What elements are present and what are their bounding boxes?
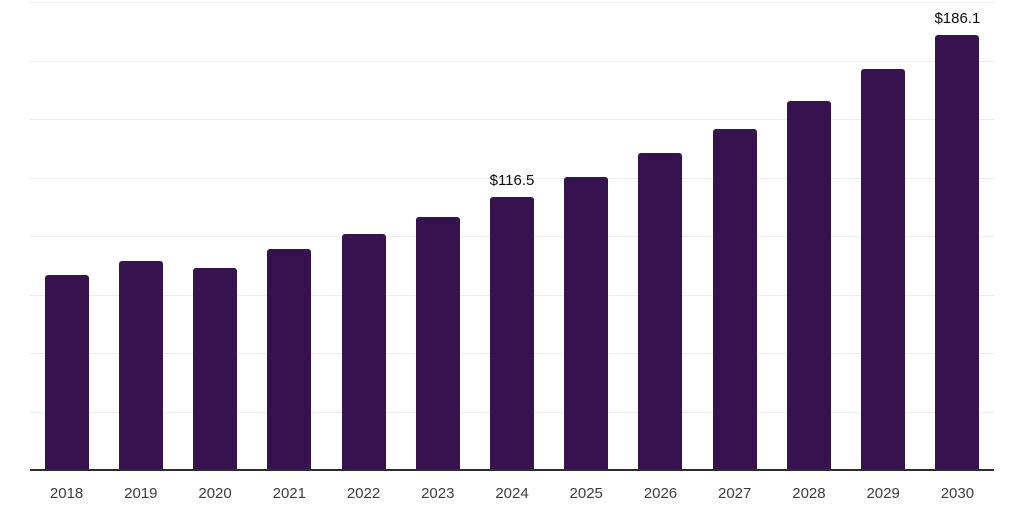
x-tick-2021: 2021: [272, 485, 306, 502]
x-tick-2023: 2023: [421, 485, 455, 502]
gridline-175: [30, 60, 994, 62]
bar-2024: [490, 197, 534, 470]
gridline-150: [30, 119, 994, 120]
x-tick-2027: 2027: [718, 485, 752, 502]
bar-2023: [415, 217, 460, 470]
bar-2018: [44, 275, 89, 470]
bar-2026: [638, 153, 683, 470]
x-tick-2028: 2028: [792, 485, 826, 502]
bar-2019: [118, 261, 163, 470]
bar-2020: [193, 268, 238, 470]
x-tick-2030: 2030: [940, 485, 975, 502]
bar-2022: [341, 233, 386, 470]
gridline-200: [30, 2, 994, 3]
x-tick-2018: 2018: [49, 485, 84, 502]
value-label-2024: $116.5: [489, 172, 535, 190]
bar-2025: [564, 176, 609, 470]
x-tick-2022: 2022: [346, 485, 381, 502]
x-tick-2029: 2029: [866, 485, 900, 502]
bar-2029: [861, 68, 906, 470]
x-tick-2026: 2026: [643, 485, 678, 502]
x-tick-2025: 2025: [569, 485, 603, 502]
value-label-2030: $186.1: [934, 9, 981, 27]
gridline-125: [30, 177, 994, 179]
x-tick-2019: 2019: [124, 485, 158, 502]
bar-2021: [267, 249, 312, 470]
bar-2030: [935, 34, 980, 470]
bar-2027: [712, 129, 757, 470]
x-axis-line: [30, 469, 994, 471]
x-tick-2020: 2020: [198, 485, 232, 502]
x-tick-2024: 2024: [495, 485, 529, 502]
bar-2028: [786, 100, 831, 470]
